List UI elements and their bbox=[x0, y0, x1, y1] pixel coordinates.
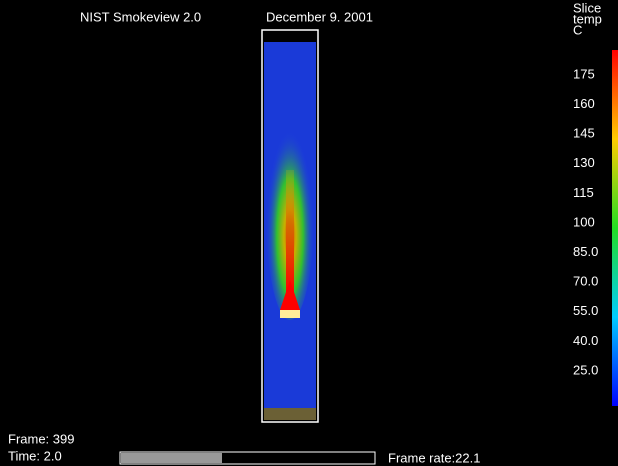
colorbar-label: 115 bbox=[573, 185, 594, 200]
colorbar-title: Slice bbox=[573, 0, 601, 15]
colorbar-label: 70.0 bbox=[573, 274, 598, 289]
colorbar-label: 145 bbox=[573, 126, 595, 141]
colorbar-label: 40.0 bbox=[573, 333, 598, 348]
colorbar-label: 130 bbox=[573, 155, 595, 170]
floor bbox=[264, 408, 316, 420]
colorbar-title: C bbox=[573, 22, 582, 37]
colorbar-label: 55.0 bbox=[573, 303, 598, 318]
colorbar-label: 100 bbox=[573, 214, 595, 229]
colorbar-label: 85.0 bbox=[573, 244, 598, 259]
frame-rate: Frame rate:22.1 bbox=[388, 450, 481, 465]
time-slider-fill bbox=[121, 453, 222, 463]
colorbar-title: temp bbox=[573, 11, 602, 26]
colorbar-label: 175 bbox=[573, 66, 595, 81]
flame bbox=[280, 280, 300, 310]
colorbar-label: 25.0 bbox=[573, 362, 598, 377]
plume-core bbox=[286, 170, 294, 295]
domain-outline bbox=[261, 29, 319, 423]
colorbar-label: 160 bbox=[573, 96, 595, 111]
colorbar bbox=[612, 50, 618, 406]
app-title: NIST Smokeview 2.0 bbox=[80, 9, 201, 24]
time-label: Time: 2.0 bbox=[8, 448, 62, 463]
date: December 9. 2001 bbox=[266, 9, 373, 24]
fire-source bbox=[280, 310, 300, 318]
frame-label: Frame: 399 bbox=[8, 431, 74, 446]
